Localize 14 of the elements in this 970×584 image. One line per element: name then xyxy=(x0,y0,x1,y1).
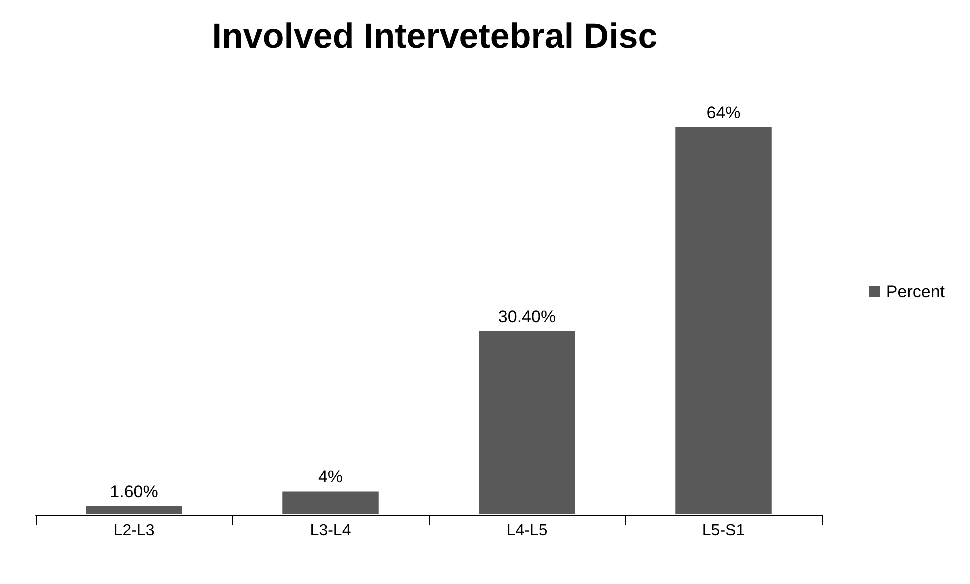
data-label: 4% xyxy=(318,468,344,487)
bar xyxy=(85,505,184,515)
legend-label: Percent xyxy=(886,282,946,302)
x-tick-label: L4-L5 xyxy=(506,522,548,540)
bar xyxy=(478,330,576,515)
x-tick-label: L3-L4 xyxy=(310,522,352,540)
data-label: 64% xyxy=(706,103,741,122)
bar xyxy=(674,126,773,515)
bar xyxy=(282,490,380,515)
x-tick-label: L5-S1 xyxy=(702,522,746,540)
x-tick-label: L2-L3 xyxy=(114,522,155,540)
data-label: 30.40% xyxy=(498,307,556,326)
chart-title: Involved Intervetebral Disc xyxy=(212,17,658,56)
data-label: 1.60% xyxy=(110,482,158,502)
